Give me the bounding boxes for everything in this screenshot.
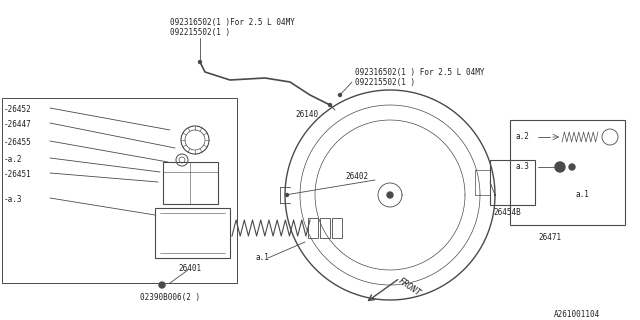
- Text: -26451: -26451: [4, 170, 32, 179]
- Circle shape: [555, 162, 565, 172]
- Text: 26471: 26471: [538, 233, 561, 242]
- Text: 092215502(1 ): 092215502(1 ): [355, 78, 415, 87]
- Bar: [510, 120, 625, 225]
- Circle shape: [328, 103, 332, 107]
- Text: 02390B006(2 ): 02390B006(2 ): [140, 293, 200, 302]
- Text: 092215502(1 ): 092215502(1 ): [170, 28, 230, 37]
- Bar: [163, 162, 218, 204]
- Circle shape: [161, 284, 163, 286]
- Text: -a.2: -a.2: [4, 155, 22, 164]
- Text: 26402: 26402: [345, 172, 368, 181]
- Circle shape: [569, 164, 575, 170]
- Bar: [2, 98, 237, 283]
- Text: a.2: a.2: [515, 132, 529, 141]
- Text: a.3: a.3: [515, 162, 529, 171]
- Text: -26455: -26455: [4, 138, 32, 147]
- Text: 092316502(1 )For 2.5 L 04MY: 092316502(1 )For 2.5 L 04MY: [170, 18, 295, 27]
- Circle shape: [159, 282, 165, 288]
- Circle shape: [387, 192, 393, 198]
- Circle shape: [339, 93, 342, 97]
- Bar: [332, 218, 342, 238]
- Text: -26447: -26447: [4, 120, 32, 129]
- Text: -a.3: -a.3: [4, 195, 22, 204]
- Bar: [320, 218, 330, 238]
- Text: 092316502(1 ) For 2.5 L 04MY: 092316502(1 ) For 2.5 L 04MY: [355, 68, 484, 77]
- Circle shape: [285, 194, 289, 196]
- Text: a.1: a.1: [255, 253, 269, 262]
- Text: -26452: -26452: [4, 105, 32, 114]
- Text: 26140: 26140: [295, 110, 318, 119]
- Circle shape: [198, 60, 202, 63]
- Text: 26401: 26401: [178, 264, 201, 273]
- Text: A261001104: A261001104: [554, 310, 600, 319]
- Bar: [308, 218, 318, 238]
- Text: 26454B: 26454B: [493, 208, 521, 217]
- Text: FRONT: FRONT: [397, 276, 422, 298]
- Bar: [490, 160, 535, 205]
- Bar: [155, 208, 230, 258]
- Text: a.1: a.1: [575, 190, 589, 199]
